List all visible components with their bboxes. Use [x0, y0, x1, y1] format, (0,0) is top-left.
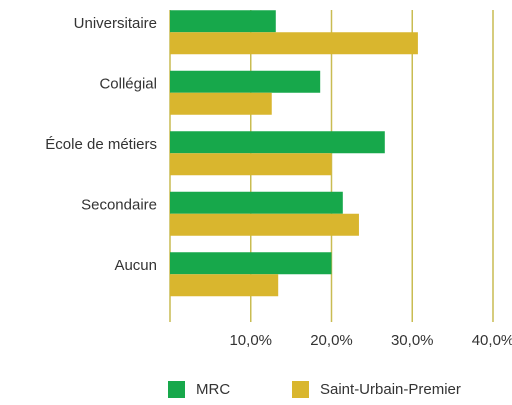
bar [170, 10, 276, 33]
bar [170, 274, 279, 297]
legend-label: MRC [196, 381, 230, 398]
bar [170, 252, 332, 275]
category-label: Collégial [99, 76, 157, 93]
category-label: Aucun [114, 257, 157, 274]
legend-swatch [168, 381, 185, 398]
x-tick-label: 30,0% [391, 332, 434, 349]
bar [170, 131, 385, 154]
legend-label: Saint-Urbain-Premier [320, 381, 461, 398]
bar [170, 213, 359, 236]
x-tick-label: 10,0% [229, 332, 272, 349]
bar [170, 153, 332, 176]
bar [170, 191, 343, 214]
legend-swatch [292, 381, 309, 398]
x-tick-label: 20,0% [310, 332, 353, 349]
category-label: Universitaire [74, 15, 157, 32]
bar [170, 32, 418, 55]
category-label: Secondaire [81, 197, 157, 214]
x-tick-label: 40,0% [472, 332, 512, 349]
bar [170, 92, 272, 115]
bar [170, 70, 321, 93]
category-label: École de métiers [45, 136, 157, 153]
